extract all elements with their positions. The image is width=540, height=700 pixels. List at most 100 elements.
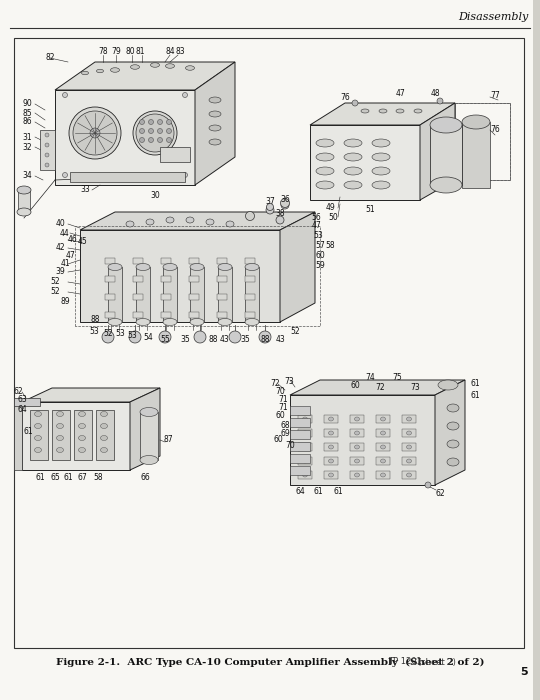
Ellipse shape [226, 221, 234, 227]
Bar [189, 312, 199, 318]
Text: 52: 52 [103, 330, 113, 339]
Ellipse shape [45, 153, 49, 157]
Bar [105, 258, 115, 264]
Text: 60: 60 [315, 251, 325, 260]
Text: 82: 82 [45, 53, 55, 62]
Ellipse shape [97, 69, 104, 73]
Ellipse shape [372, 181, 390, 189]
Ellipse shape [354, 417, 360, 421]
Ellipse shape [302, 445, 307, 449]
Text: 57: 57 [315, 241, 325, 249]
Text: 62: 62 [13, 388, 23, 396]
Polygon shape [70, 172, 185, 182]
Ellipse shape [267, 204, 273, 211]
Ellipse shape [131, 65, 139, 69]
Polygon shape [80, 212, 315, 230]
Ellipse shape [190, 263, 204, 270]
Text: 35: 35 [180, 335, 190, 344]
Polygon shape [55, 62, 235, 90]
Bar [133, 276, 143, 282]
Ellipse shape [17, 186, 31, 194]
Ellipse shape [165, 64, 174, 69]
Ellipse shape [78, 424, 85, 428]
Ellipse shape [139, 129, 145, 134]
Ellipse shape [151, 63, 159, 67]
Ellipse shape [140, 407, 158, 416]
Polygon shape [290, 466, 310, 475]
Ellipse shape [108, 263, 122, 270]
Ellipse shape [381, 431, 386, 435]
Ellipse shape [316, 167, 334, 175]
Text: 42: 42 [55, 244, 65, 253]
Polygon shape [55, 90, 195, 185]
Ellipse shape [209, 97, 221, 103]
Ellipse shape [35, 412, 42, 416]
Text: 73: 73 [284, 377, 294, 386]
Polygon shape [290, 430, 310, 439]
Ellipse shape [166, 217, 174, 223]
Text: 61: 61 [23, 428, 33, 437]
Text: 90: 90 [22, 99, 32, 108]
Ellipse shape [100, 435, 107, 440]
Text: 83: 83 [175, 48, 185, 57]
Bar [105, 312, 115, 318]
Text: 50: 50 [328, 213, 338, 221]
Ellipse shape [316, 139, 334, 147]
Text: 71: 71 [278, 403, 288, 412]
Ellipse shape [148, 120, 153, 125]
Ellipse shape [158, 120, 163, 125]
Text: 61: 61 [313, 487, 323, 496]
Ellipse shape [82, 71, 89, 75]
Polygon shape [80, 230, 280, 322]
Ellipse shape [183, 172, 187, 178]
Text: 54: 54 [143, 332, 153, 342]
Ellipse shape [146, 219, 154, 225]
Ellipse shape [407, 445, 411, 449]
Polygon shape [14, 402, 22, 470]
Text: 66: 66 [140, 473, 150, 482]
Text: 61: 61 [470, 391, 480, 400]
Text: 38: 38 [275, 209, 285, 218]
Polygon shape [136, 267, 150, 322]
Bar [350, 429, 364, 437]
Text: 87: 87 [163, 435, 173, 444]
Ellipse shape [280, 199, 289, 207]
Text: 88: 88 [208, 335, 218, 344]
Bar [161, 294, 171, 300]
Text: 55: 55 [160, 335, 170, 344]
Text: 33: 33 [80, 186, 90, 195]
Ellipse shape [407, 431, 411, 435]
Polygon shape [290, 442, 310, 451]
Ellipse shape [328, 417, 334, 421]
Bar [324, 471, 338, 479]
Text: 89: 89 [60, 298, 70, 307]
Text: 61: 61 [35, 473, 45, 482]
Text: 32: 32 [22, 143, 32, 151]
Ellipse shape [381, 473, 386, 477]
Ellipse shape [186, 66, 194, 70]
Bar [376, 471, 390, 479]
Text: Figure 2-1.  ARC Type CA-10 Computer Amplifier Assembly  (Sheet 2 of 2): Figure 2-1. ARC Type CA-10 Computer Ampl… [56, 657, 484, 666]
Bar [402, 415, 416, 423]
Bar [298, 457, 312, 465]
Ellipse shape [57, 447, 64, 452]
Ellipse shape [129, 331, 141, 343]
Ellipse shape [354, 459, 360, 463]
Polygon shape [310, 125, 420, 200]
Ellipse shape [140, 456, 158, 465]
Ellipse shape [407, 417, 411, 421]
Bar [133, 258, 143, 264]
Text: 86: 86 [22, 118, 32, 127]
Ellipse shape [163, 263, 177, 270]
Bar [217, 276, 227, 282]
Ellipse shape [344, 167, 362, 175]
Bar [161, 312, 171, 318]
Ellipse shape [344, 153, 362, 161]
Ellipse shape [183, 92, 187, 97]
Bar [402, 471, 416, 479]
Ellipse shape [218, 263, 232, 270]
Text: 70: 70 [275, 388, 285, 396]
Ellipse shape [163, 318, 177, 326]
Ellipse shape [430, 117, 462, 133]
Text: 43: 43 [275, 335, 285, 344]
